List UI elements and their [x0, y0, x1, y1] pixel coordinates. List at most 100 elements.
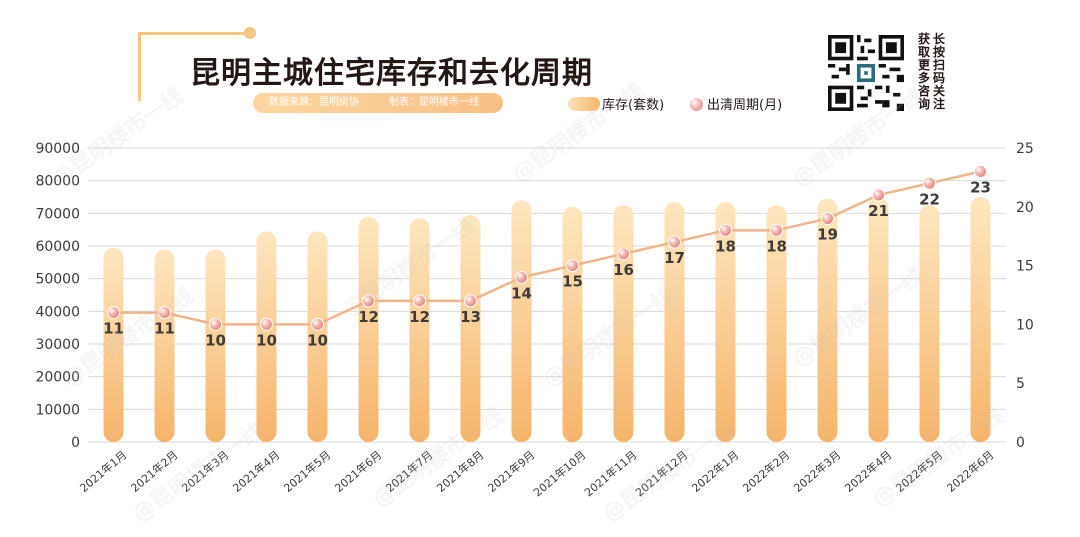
bar	[868, 197, 889, 442]
x-tick-label: 2021年2月	[128, 448, 181, 495]
bar	[562, 206, 583, 442]
y-right-tick-label: 5	[1016, 376, 1025, 392]
data-label: 15	[562, 273, 583, 291]
line-marker	[260, 317, 273, 331]
line-marker	[209, 317, 222, 331]
bar	[103, 247, 124, 442]
x-tick-label: 2021年5月	[281, 448, 334, 495]
line-marker	[923, 176, 936, 190]
data-label: 16	[613, 261, 634, 279]
data-label: 12	[358, 308, 379, 326]
line-marker	[974, 165, 987, 179]
source-text: 数据来源：昆明房协	[269, 97, 359, 108]
y-left-tick-label: 80000	[35, 174, 80, 190]
bar	[919, 205, 940, 442]
x-tick-label: 2021年1月	[77, 448, 130, 495]
legend-line-label: 出清周期(月)	[707, 98, 783, 113]
bar	[613, 205, 634, 442]
bar	[358, 216, 379, 442]
qr-code-icon	[828, 35, 904, 111]
y-right-tick-label: 15	[1016, 259, 1034, 275]
data-label: 10	[205, 331, 226, 349]
line-marker	[719, 223, 732, 237]
x-tick-label: 2021年8月	[434, 448, 487, 495]
line-marker	[668, 235, 681, 249]
line-marker	[566, 259, 579, 273]
producer-text: 制表：昆明楼市一线	[389, 97, 479, 108]
data-label: 11	[103, 320, 124, 338]
data-label: 18	[715, 237, 736, 255]
data-label: 17	[664, 249, 685, 267]
line-marker	[107, 306, 120, 320]
x-tick-label: 2022年5月	[893, 448, 946, 495]
line-series	[113, 170, 981, 326]
y-left-tick-label: 60000	[35, 239, 80, 255]
x-tick-label: 2021年11月	[581, 448, 639, 500]
line-marker	[515, 270, 528, 284]
x-tick-label: 2021年7月	[383, 448, 436, 495]
y-left-tick-label: 40000	[35, 304, 80, 320]
title-decoration-dot	[244, 27, 256, 39]
legend-bar-swatch	[568, 97, 600, 111]
y-left-tick-label: 10000	[35, 402, 80, 418]
bar	[409, 218, 430, 442]
y-right-tick-label: 20	[1016, 200, 1034, 216]
y-left-tick-label: 0	[71, 435, 80, 451]
x-tick-label: 2021年9月	[485, 448, 538, 495]
x-tick-label: 2022年4月	[842, 448, 895, 495]
line-marker	[362, 294, 375, 308]
bar	[817, 198, 838, 442]
legend-line-marker	[690, 98, 703, 111]
y-left-tick-label: 50000	[35, 272, 80, 288]
y-left-tick-label: 30000	[35, 337, 80, 353]
y-right-tick-label: 25	[1016, 141, 1034, 157]
line-marker	[158, 306, 171, 320]
data-label: 21	[868, 202, 889, 220]
data-label: 18	[766, 237, 787, 255]
source-bar: 数据来源：昆明房协 制表：昆明楼市一线	[253, 93, 503, 113]
title-frame	[138, 32, 253, 101]
bar	[256, 231, 277, 442]
bar	[154, 249, 175, 442]
line-marker	[770, 223, 783, 237]
y-right-tick-label: 0	[1016, 435, 1025, 451]
data-label: 14	[511, 284, 532, 302]
line-marker	[821, 212, 834, 226]
y-left-tick-label: 90000	[35, 141, 80, 157]
x-tick-label: 2022年2月	[740, 448, 793, 495]
x-tick-label: 2022年3月	[791, 448, 844, 495]
data-label: 22	[919, 190, 940, 208]
bar	[766, 205, 787, 442]
line-marker	[464, 294, 477, 308]
y-left-tick-label: 70000	[35, 206, 80, 222]
x-tick-label: 2021年10月	[530, 448, 588, 500]
line-marker	[872, 188, 885, 202]
data-label: 10	[307, 331, 328, 349]
x-tick-label: 2021年12月	[632, 448, 690, 500]
x-tick-label: 2021年4月	[230, 448, 283, 495]
x-tick-label: 2022年1月	[689, 448, 742, 495]
x-tick-label: 2022年6月	[944, 448, 997, 495]
line-marker	[413, 294, 426, 308]
data-label: 19	[817, 226, 838, 244]
data-label: 13	[460, 308, 481, 326]
bar	[307, 231, 328, 442]
bar	[511, 200, 532, 442]
qr-caption-right: 长按扫码关注	[932, 32, 945, 111]
bar	[970, 197, 991, 442]
line-marker	[311, 317, 324, 331]
bar	[205, 249, 226, 442]
line-marker	[617, 247, 630, 261]
bar	[664, 201, 685, 442]
legend-bar-label: 库存(套数)	[602, 98, 665, 113]
data-label: 12	[409, 308, 430, 326]
bar	[715, 201, 736, 442]
x-tick-label: 2021年6月	[332, 448, 385, 495]
x-tick-label: 2021年3月	[179, 448, 232, 495]
chart-title: 昆明主城住宅库存和去化周期	[190, 56, 593, 91]
data-label: 11	[154, 320, 175, 338]
qr-caption-left: 获取更多咨询	[917, 32, 930, 111]
y-right-tick-label: 10	[1016, 317, 1034, 333]
bar	[460, 214, 481, 442]
